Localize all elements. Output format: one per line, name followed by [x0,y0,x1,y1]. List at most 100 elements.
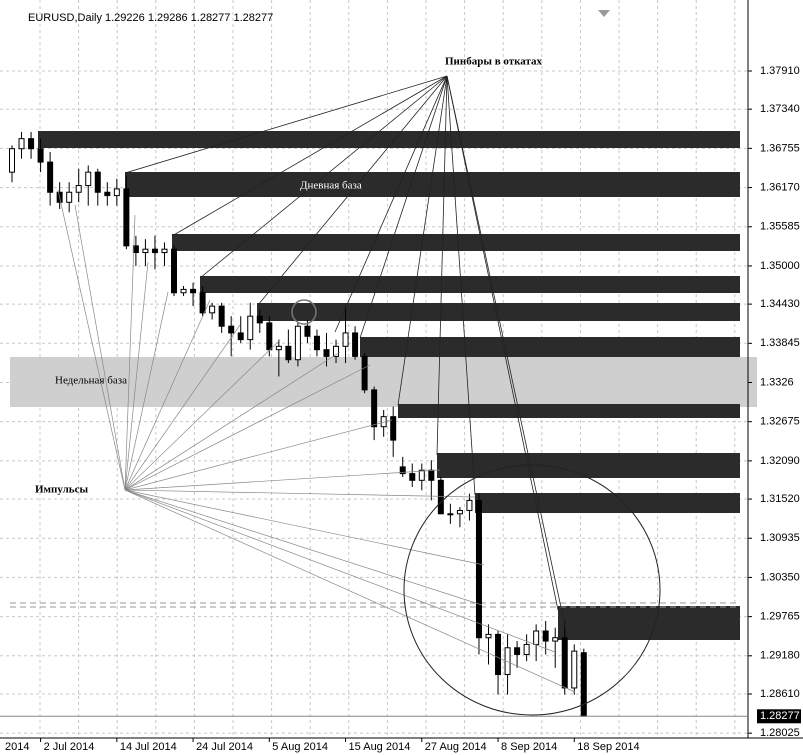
daily-zones [38,131,740,640]
candle-body [504,647,511,676]
candle-body [142,248,149,254]
candle-body [542,630,549,642]
zone [257,303,740,321]
shift-marker [598,10,610,17]
candle-body [447,513,454,516]
candle-body [352,332,359,357]
x-tick-label: 2 Jul 2014 [44,741,95,753]
fan-line [446,75,476,496]
candle-body [514,647,521,655]
candle-body [523,643,530,655]
candle-body [304,325,311,337]
zone [558,606,740,640]
candle-body [161,248,168,254]
fan-line [124,261,149,491]
y-tick-label: 1.36755 [760,142,800,154]
zone [200,276,740,293]
candle-body [399,466,406,475]
y-tick-label: 1.31520 [760,493,800,505]
x-tick-label: 24 Jul 2014 [196,741,253,753]
zone [398,404,740,418]
fan-line [124,489,485,566]
pinbar-fan [124,75,569,641]
y-tick-label: 1.33845 [760,337,800,349]
candle-body [361,355,368,391]
candle-body [237,332,244,341]
candle-body [323,349,330,357]
zone [125,172,740,197]
fan-line [57,189,126,491]
y-tick-label: 1.36170 [760,181,800,193]
pinbar-marker [291,299,317,325]
fan-line [124,214,136,491]
y-tick-label: 1.34430 [760,298,800,310]
y-tick-label: 1.37910 [760,65,800,77]
y-tick-label: 1.29180 [760,650,800,662]
candle-body [247,315,254,341]
fan-line [446,75,559,611]
candle-body [533,630,540,645]
candle-body [495,633,502,676]
fan-line [334,75,448,333]
candle-body [190,288,197,294]
candle-body [9,148,15,173]
price-label: 1.28277 [760,710,800,722]
zone [172,234,740,251]
candle-body [571,650,578,689]
candle-body [256,315,263,324]
fan-line [257,75,448,306]
candle-body [218,305,225,327]
fan-line [124,489,483,606]
candle-body [85,171,92,187]
y-tick-label: 1.3326 [760,376,794,388]
fan-line [124,469,441,491]
candle-body [132,245,139,254]
y-tick-label: 1.32675 [760,416,800,428]
candle-body [18,138,25,150]
candle-body [561,637,568,689]
candle-body [294,325,301,361]
fan-line [124,489,476,498]
candle-body [180,288,187,294]
candle-body [285,345,292,361]
candle-body [104,191,111,197]
fan-line [74,204,126,491]
candle-body [475,499,482,639]
x-tick-label: 14 Jul 2014 [120,741,177,753]
candle-body [228,325,235,334]
x-tick-label: 2014 [5,741,29,753]
annotation: Дневная база [300,180,362,192]
candle-body [151,248,158,254]
y-tick-label: 1.35585 [760,221,800,233]
zone [38,131,740,148]
fan-line [124,364,371,491]
candle-body [28,138,35,150]
candle-body [37,148,44,163]
highlight-circle [403,464,661,716]
fan-line [124,339,281,491]
candle-body [371,389,378,428]
y-tick-label: 1.29765 [760,611,800,623]
y-tick-label: 1.30350 [760,571,800,583]
fan-line [124,299,211,491]
candle-body [275,345,282,351]
candle-body [485,633,492,639]
y-tick-label: 1.28610 [760,688,800,700]
candle-body [313,335,320,351]
y-tick-label: 1.32090 [760,455,800,467]
fan-line [124,351,341,491]
zone [437,453,740,478]
y-tick-label: 1.35000 [760,260,800,272]
candle-body [94,171,101,193]
y-tick-label: 1.28025 [760,727,800,739]
fan-line [199,75,448,279]
fan-line [124,419,393,491]
fan-line [124,489,576,693]
fan-line [171,75,448,237]
annotation: Импульсы [35,484,88,496]
fan-line [124,324,241,491]
candle-body [199,292,206,314]
candle-body [171,248,178,294]
y-tick-label: 1.37340 [760,103,800,115]
candle-body [333,345,340,357]
